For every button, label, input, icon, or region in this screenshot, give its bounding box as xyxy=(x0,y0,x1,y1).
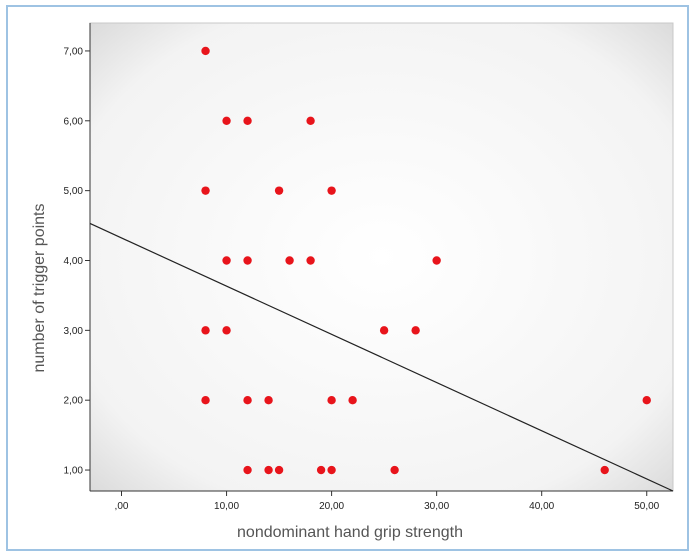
x-tick-label: 40,00 xyxy=(529,501,554,512)
data-point xyxy=(264,465,273,475)
x-tick-label: 20,00 xyxy=(319,501,344,512)
data-point xyxy=(243,256,252,265)
data-point xyxy=(274,465,284,475)
data-point xyxy=(274,186,284,195)
data-point xyxy=(316,465,326,475)
x-axis-ticks: ,00 10,00 20,00 30,00 40,00 50,00 xyxy=(115,491,660,512)
data-point xyxy=(264,395,273,405)
data-point xyxy=(201,395,210,405)
data-point xyxy=(201,186,210,195)
data-point xyxy=(411,326,420,335)
y-tick-label: 3,00 xyxy=(64,326,84,337)
data-points xyxy=(201,46,651,475)
x-tick-label: 30,00 xyxy=(424,501,449,512)
data-point xyxy=(243,116,252,125)
data-point xyxy=(327,395,336,405)
data-point xyxy=(348,395,357,405)
y-tick-label: 4,00 xyxy=(64,256,84,267)
data-point xyxy=(600,465,609,475)
data-point xyxy=(327,186,336,195)
y-tick-label: 7,00 xyxy=(64,46,84,57)
x-axis-title: nondominant hand grip strength xyxy=(237,524,463,541)
data-point xyxy=(222,116,231,125)
data-point xyxy=(243,465,252,475)
y-tick-label: 1,00 xyxy=(64,466,84,477)
y-tick-label: 2,00 xyxy=(64,396,84,407)
data-point xyxy=(379,326,389,335)
data-point xyxy=(327,465,336,475)
data-point xyxy=(306,116,315,125)
data-point xyxy=(201,326,210,335)
data-point xyxy=(222,326,231,335)
data-point xyxy=(642,395,651,405)
data-point xyxy=(390,465,399,475)
x-tick-label: 50,00 xyxy=(634,501,659,512)
plot-area xyxy=(89,22,674,492)
data-point xyxy=(285,256,294,265)
data-point xyxy=(222,256,231,265)
y-axis-title: number of trigger points xyxy=(31,204,48,373)
data-point xyxy=(201,46,210,56)
x-tick-label: ,00 xyxy=(115,501,129,512)
regression-line xyxy=(89,222,674,492)
y-tick-label: 6,00 xyxy=(64,116,84,127)
y-tick-label: 5,00 xyxy=(64,186,84,197)
data-point xyxy=(243,395,252,405)
y-axis-ticks: 1,00 2,00 3,00 4,00 5,00 6,00 7,00 xyxy=(64,46,90,477)
data-point xyxy=(432,256,441,265)
data-point xyxy=(306,256,315,265)
x-tick-label: 10,00 xyxy=(214,501,239,512)
